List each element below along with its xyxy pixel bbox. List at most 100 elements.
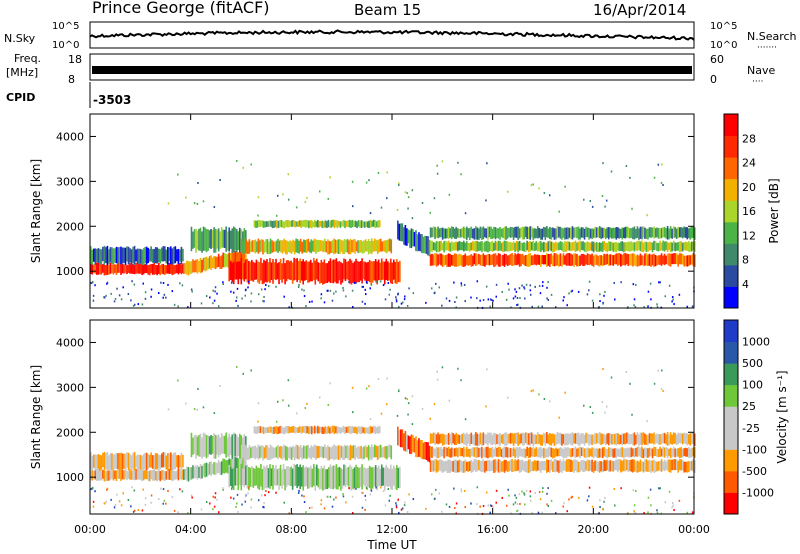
colorbar-swatch [724,363,738,386]
velocity-cell [475,459,477,472]
power-cell [467,242,470,251]
velocity-cell [375,427,378,434]
power-speckle [435,282,437,285]
power-cell [680,241,683,252]
power-cell [129,248,131,263]
colorbar-swatch [724,406,738,429]
velocity-cell [464,459,467,473]
velocity-speckle [275,491,277,494]
velocity-cell [686,461,689,473]
power-cell [496,228,498,239]
power-cell [497,253,500,267]
velocity-cell [654,460,657,473]
power-cell [364,239,367,252]
power-cell [518,253,521,267]
velocity-speckle [635,489,637,492]
velocity-cell [330,447,332,460]
colorbar-tick: 12 [742,229,756,242]
power-cell [549,254,551,267]
velocity-cell [538,447,541,458]
velocity-cell [319,468,321,490]
time-xaxis: 00:00 04:00 08:00 12:00 16:00 20:00 00:00 [74,114,710,536]
power-speckle [614,298,616,301]
power-speckle [335,290,337,293]
velocity-cell [195,434,197,459]
xtick-label: 00:00 [74,523,106,536]
velocity-speckle [141,509,144,512]
power-cell [429,240,432,252]
power-cell [360,220,363,228]
velocity-cell [669,459,672,473]
velocity-cell [190,467,193,480]
power-speckle [591,299,594,302]
power-cell [543,241,545,253]
power-cell [562,253,565,265]
power-cell [606,227,609,238]
power-cell [138,248,140,265]
power-cell [620,253,622,267]
velocity-cell [235,468,238,486]
power-cell [635,228,637,239]
power-cell [349,258,351,284]
power-cell [160,264,163,274]
power-speckle [441,160,444,163]
velocity-cell [478,447,480,458]
power-cell [105,247,107,264]
power-cell [447,253,450,267]
velocity-speckle [90,488,92,491]
power-cell [464,228,467,239]
power-cell [418,232,420,251]
power-speckle [342,286,344,289]
power-cell [595,227,598,238]
power-cell [660,242,663,251]
velocity-cell [490,432,492,445]
velocity-cell [136,469,139,480]
power-cell [259,220,262,228]
power-cell [443,255,445,266]
velocity-cell [282,464,285,486]
velocity-cell [459,460,462,472]
velocity-cell [672,446,675,457]
power-speckle [546,286,548,289]
velocity-speckle [395,506,398,509]
power-cell [273,262,276,280]
power-cell [550,253,553,265]
velocity-cell [585,461,587,471]
velocity-speckle [530,390,533,393]
power-cell [580,227,583,238]
power-cell [633,242,636,252]
power-cell [644,253,646,266]
velocity-cell [453,459,456,473]
power-cell [505,254,507,265]
velocity-cell [549,446,551,457]
velocity-cell [511,433,513,444]
power-cell [684,227,687,238]
velocity-speckle [558,416,560,419]
power-cell [421,233,423,254]
velocity-cell [324,426,327,434]
power-cell [301,241,303,254]
power-cell [494,240,497,251]
velocity-cell [603,433,605,444]
power-cell [553,228,556,240]
velocity-cell [96,454,98,469]
velocity-cell [162,469,165,481]
velocity-cell [211,463,214,475]
power-cell [517,226,519,240]
power-cell [616,253,619,266]
velocity-cell [573,459,575,473]
power-speckle [297,285,300,288]
power-cell [494,253,497,267]
power-speckle [120,298,123,301]
velocity-speckle [287,379,290,382]
power-cell [515,240,518,251]
velocity-cell [356,467,359,489]
velocity-speckle [588,486,591,489]
velocity-cell [352,445,355,459]
velocity-cell [341,427,343,433]
power-cell [524,226,527,238]
velocity-cell [518,434,521,445]
colorbar-tick: 4 [742,278,749,291]
power-cell [245,239,248,254]
